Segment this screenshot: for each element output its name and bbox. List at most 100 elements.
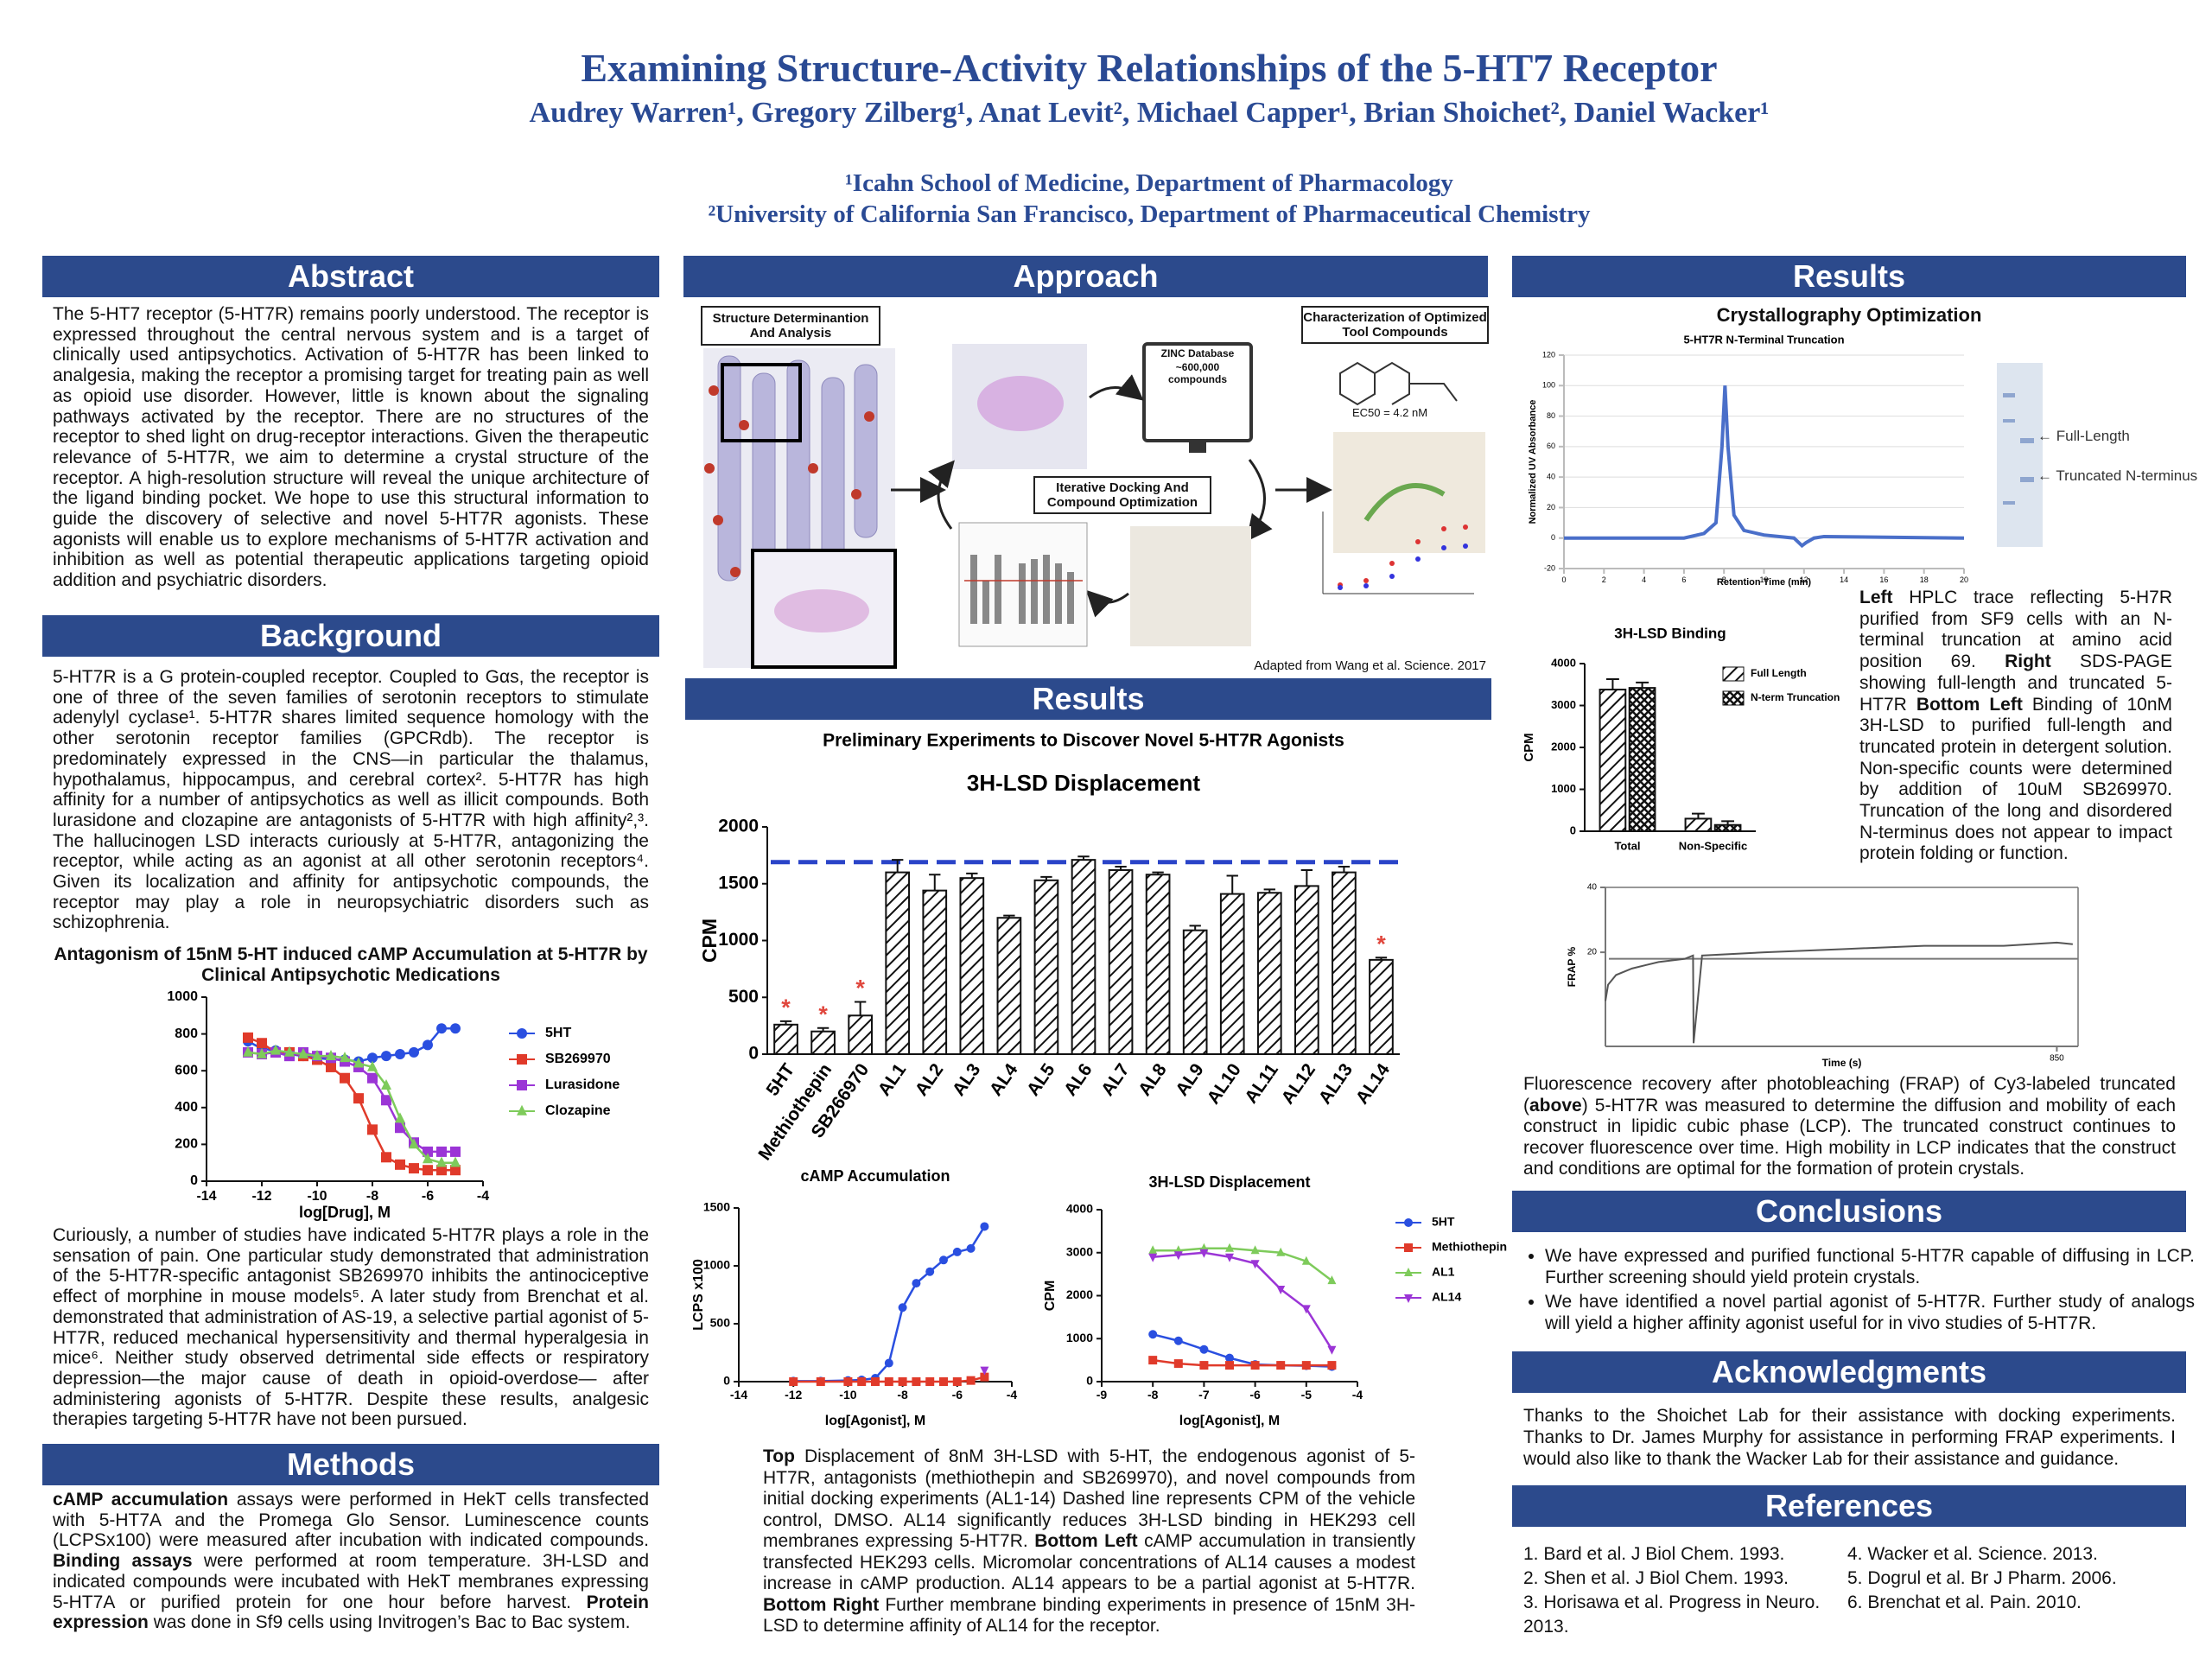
x-tick-label: -4 [1007, 1388, 1018, 1402]
methods-text: cAMP accumulation assays were performed … [53, 1490, 649, 1633]
marker [367, 1060, 378, 1071]
marker [517, 1028, 527, 1039]
marker [409, 1138, 419, 1149]
reference: 1. Bard et al. J Biol Chem. 1993. [1523, 1544, 1785, 1564]
error-bar [1338, 866, 1351, 873]
legend-label: N-term Truncation [1751, 691, 1840, 703]
chart-title: 5-HT7R N-Terminal Truncation [1683, 333, 1844, 346]
error-bar [779, 1020, 792, 1025]
error-bar [1263, 888, 1275, 893]
x-tick-label: AL2 [912, 1060, 948, 1100]
marker [257, 1038, 267, 1049]
y-tick-label: 1000 [167, 989, 198, 1004]
error-bar [1691, 812, 1705, 819]
y-tick-label: 0 [723, 1374, 730, 1388]
marker [1173, 1251, 1183, 1261]
marker [284, 1046, 295, 1057]
y-tick-label: 800 [175, 1027, 198, 1041]
bar [1145, 874, 1171, 1055]
x-tick-label: AL10 [1204, 1060, 1245, 1108]
approach-figure [703, 342, 1485, 669]
y-tick-label: 60 [1547, 442, 1555, 450]
error-bar [1636, 681, 1649, 689]
marker [257, 1047, 267, 1058]
bar [1294, 885, 1319, 1055]
poster-title: Examining Structure-Activity Relationshi… [581, 46, 1718, 90]
marker [1276, 1361, 1286, 1370]
y-tick-label: 2000 [718, 817, 759, 836]
y-tick-label: 4000 [1066, 1202, 1093, 1216]
error-bar [1300, 868, 1313, 887]
x-tick-label: -4 [477, 1189, 489, 1204]
gel-image [1997, 363, 2043, 547]
legend-swatch [1722, 690, 1745, 706]
marker [409, 1163, 419, 1174]
y-tick-label: 0 [748, 1044, 759, 1064]
y-tick-label: 0 [1570, 823, 1576, 836]
y-tick-label: 600 [175, 1063, 198, 1077]
x-tick-label: 6 [1681, 575, 1686, 584]
chart-title: cAMP Accumulation [800, 1167, 950, 1185]
bar [1219, 893, 1245, 1055]
marker [450, 1023, 461, 1034]
y-tick-label: 200 [175, 1137, 198, 1152]
marker [952, 1247, 962, 1256]
y-tick-label: 80 [1547, 411, 1555, 420]
text-run: ) 5-HT7R was measured to determine the d… [1523, 1095, 2176, 1179]
y-axis-label: LCPS x100 [691, 1259, 706, 1331]
y-tick-label: 0 [1551, 533, 1555, 542]
legend-label: 5HT [545, 1026, 571, 1040]
text-run: cAMP accumulation [53, 1490, 229, 1510]
credit: Adapted from Wang et al. Science. 2017 [1254, 658, 1486, 673]
marker [312, 1049, 322, 1060]
marker [450, 1146, 461, 1157]
marker [395, 1112, 405, 1123]
marker [980, 1372, 989, 1382]
text-run: above [1529, 1095, 1582, 1116]
x-tick-label: AL6 [1060, 1060, 1096, 1100]
y-axis-label: CPM [1522, 733, 1536, 761]
marker [1199, 1249, 1209, 1258]
results-caption: Left HPLC trace reflecting 5-H7R purifie… [1859, 588, 2172, 865]
gel-label: ← Truncated N-terminus [2037, 467, 2198, 484]
bar [1628, 687, 1656, 832]
bar [1684, 817, 1713, 832]
marker [436, 1023, 447, 1034]
section-heading: References [1512, 1485, 2186, 1527]
affiliation: ²University of California San Francisco,… [708, 200, 1591, 228]
text-run: cAMP accumulation in transiently transfe… [763, 1531, 1415, 1593]
marker [980, 1366, 989, 1376]
text-run: was done in Sf9 cells using Invitrogen’s… [148, 1612, 631, 1633]
marker [326, 1049, 336, 1060]
marker [789, 1377, 798, 1386]
marker [898, 1303, 907, 1313]
gel-label-text: Full-Length [2056, 428, 2130, 444]
text-run: Further membrane binding experiments in … [763, 1594, 1415, 1637]
x-tick-label: -6 [1249, 1388, 1261, 1402]
marker [898, 1377, 907, 1386]
marker [298, 1047, 308, 1058]
bullet: We have identified a novel partial agoni… [1545, 1292, 2195, 1334]
x-tick-label: 16 [1879, 575, 1888, 584]
marker [381, 1051, 391, 1062]
x-axis-label: log[Agonist], M [825, 1414, 925, 1428]
ligand [774, 589, 869, 632]
marker [925, 1267, 935, 1276]
y-tick-label: 120 [1542, 350, 1555, 359]
marker [353, 1057, 364, 1068]
y-tick-label: -20 [1544, 563, 1555, 572]
marker [353, 1093, 364, 1104]
bar [996, 917, 1022, 1055]
marker [381, 1079, 391, 1090]
bar [848, 1014, 873, 1056]
paragraph: 5-HT7R is a G protein-coupled receptor. … [53, 667, 649, 933]
marker [1225, 1353, 1234, 1363]
marker [1301, 1305, 1311, 1314]
marker [326, 1061, 336, 1072]
marker [884, 1358, 893, 1368]
section-heading: Abstract [42, 256, 659, 297]
section-heading: Background [42, 615, 659, 657]
x-tick-label: -10 [839, 1388, 856, 1402]
error-bar [892, 859, 904, 873]
